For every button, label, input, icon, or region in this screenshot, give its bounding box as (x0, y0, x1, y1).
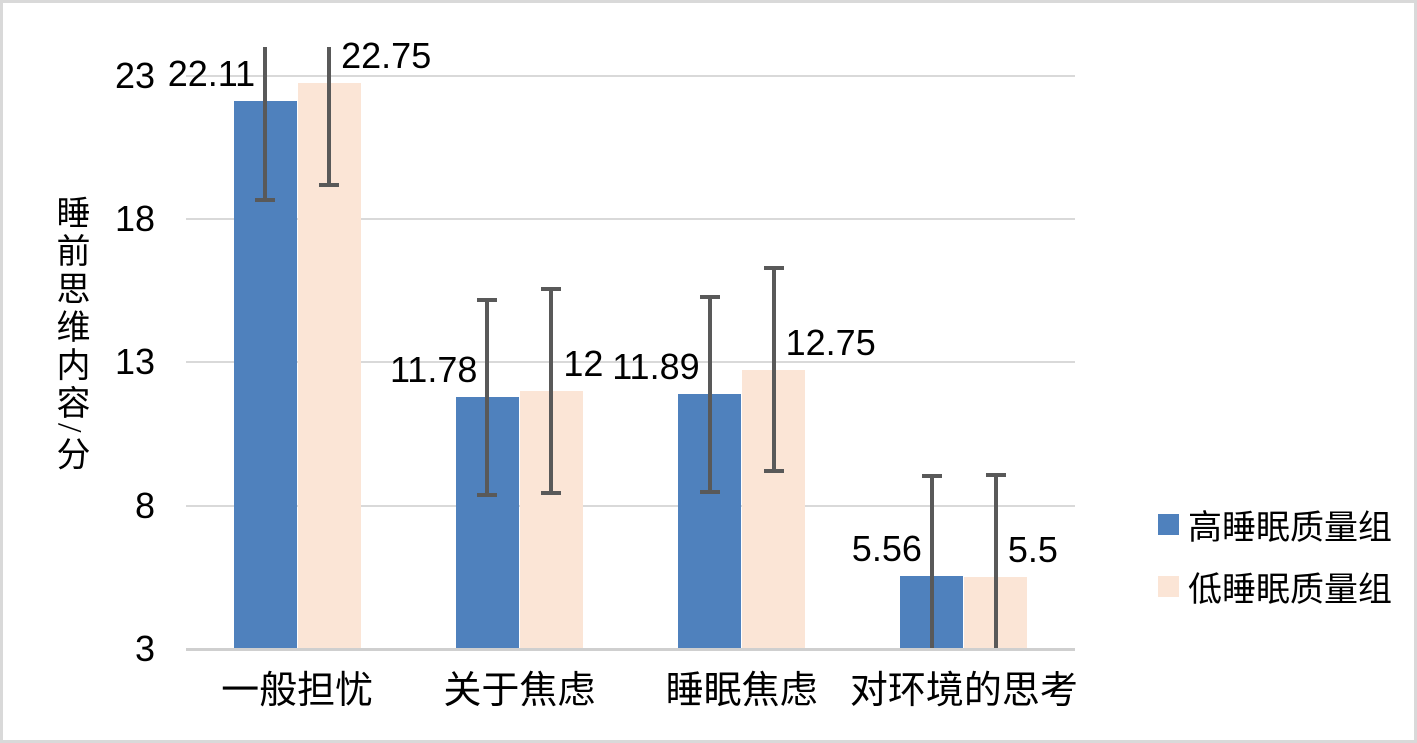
y-tick-label-3: 3 (134, 628, 155, 669)
error-bar-cap-top (541, 287, 562, 292)
y-tick-label-8: 8 (134, 484, 155, 526)
y-axis-title: 睡前思维内容/分 (51, 195, 88, 475)
y-tick-label-23: 23 (114, 54, 155, 96)
x-axis-line (186, 648, 1075, 651)
error-bar-cap-bottom (763, 469, 784, 474)
error-bar-cap-bottom (699, 489, 720, 494)
error-bar-cap-top (985, 472, 1006, 477)
error-bar-cap-top (763, 265, 784, 270)
data-label: 5.56 (851, 527, 922, 569)
data-label: 11.78 (389, 349, 478, 391)
data-label: 22.75 (341, 34, 432, 76)
gridline-23 (186, 74, 1075, 77)
error-bar-cap-bottom (319, 182, 340, 187)
x-category-label-0: 一般担忧 (221, 670, 374, 712)
x-category-label-1: 关于焦虑 (443, 670, 596, 712)
data-label: 12.75 (785, 321, 876, 363)
gridline-18 (186, 218, 1075, 220)
data-label: 5.5 (1007, 529, 1058, 571)
legend-swatch-icon (1158, 513, 1179, 535)
error-bar-cap-bottom (255, 197, 276, 202)
error-bar-high-0 (263, 47, 268, 200)
data-label: 12 (563, 343, 604, 384)
legend-item-low: 低睡眠质量组 (1158, 565, 1392, 609)
error-bar-low-0 (327, 47, 332, 185)
legend-label: 高睡眠质量组 (1188, 509, 1392, 547)
error-bar-high-2 (707, 296, 712, 492)
error-bar-low-2 (771, 267, 776, 472)
error-bar-low-3 (993, 474, 998, 649)
y-tick-label-13: 13 (114, 341, 155, 383)
x-category-label-3: 对环境的思考 (849, 670, 1078, 712)
error-bar-high-3 (929, 476, 934, 649)
legend: 高睡眠质量组 低睡眠质量组 (1158, 503, 1392, 627)
error-bar-high-1 (485, 299, 490, 495)
y-tick-label-18: 18 (114, 198, 155, 239)
legend-swatch-icon (1158, 575, 1179, 597)
legend-item-high: 高睡眠质量组 (1158, 503, 1392, 547)
gridline-8 (186, 504, 1075, 507)
error-bar-cap-bottom (541, 490, 562, 495)
error-bar-cap-top (699, 294, 720, 299)
gridline-13 (186, 361, 1075, 364)
data-label: 11.89 (612, 346, 700, 388)
legend-label: 低睡眠质量组 (1188, 571, 1392, 609)
x-category-label-2: 睡眠焦虑 (665, 670, 818, 712)
data-label: 22.11 (167, 53, 256, 95)
error-bar-low-1 (549, 289, 554, 493)
error-bar-cap-top (921, 474, 942, 479)
error-bar-cap-top (477, 297, 498, 302)
error-bar-cap-bottom (477, 492, 498, 497)
